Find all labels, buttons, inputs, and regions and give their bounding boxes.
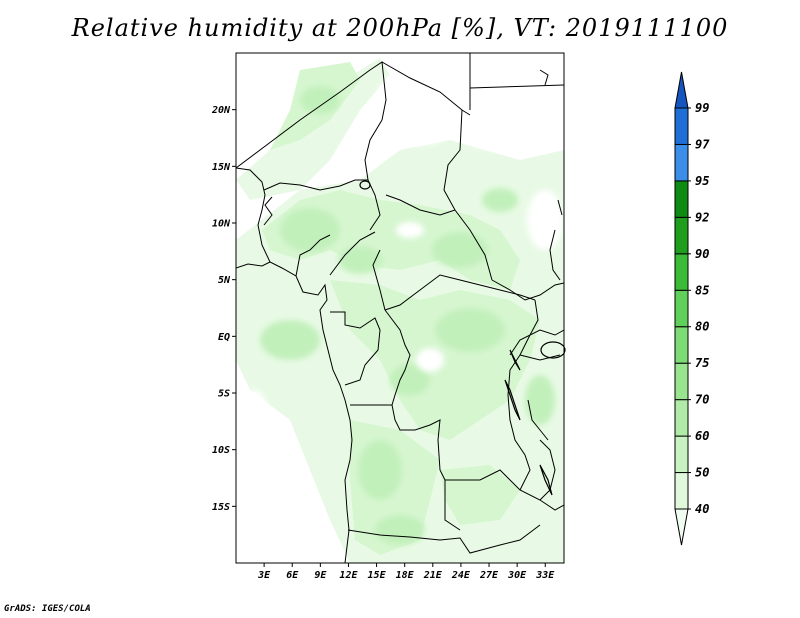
latitude-axis: 20N 15N 10N 5N EQ 5S 10S 15S	[211, 105, 236, 513]
colorbar-label: 70	[695, 393, 709, 407]
colorbar-upper-triangle	[674, 71, 689, 109]
lon-tick-label: 33E	[535, 570, 555, 581]
colorbar-label: 50	[695, 466, 709, 480]
colorbar-swatch	[674, 435, 689, 474]
colorbar-swatch	[674, 253, 689, 291]
chart-title: Relative humidity at 200hPa [%], VT: 201…	[71, 14, 729, 42]
lat-tick-label: 5S	[218, 389, 230, 400]
country-borders	[236, 53, 564, 563]
lon-tick-label: 30E	[507, 570, 527, 581]
colorbar-label: 60	[695, 429, 709, 443]
lon-tick-label: 24E	[451, 570, 471, 581]
colorbar-swatch	[674, 143, 689, 182]
dry-regions	[236, 60, 563, 530]
humidity-band-60	[260, 86, 555, 545]
colorbar-label: 97	[695, 137, 710, 151]
colorbar-swatch	[674, 472, 689, 510]
humidity-field	[236, 53, 564, 563]
lat-tick-label: EQ	[218, 332, 230, 343]
colorbar-label: 99	[695, 101, 709, 115]
lon-tick-label: 6E	[286, 570, 299, 581]
colorbar-swatch	[674, 326, 689, 364]
lon-tick-label: 18E	[396, 570, 415, 581]
colorbar-label: 90	[695, 247, 709, 261]
lat-tick-label: 15S	[212, 502, 230, 513]
colorbar-swatch	[674, 289, 689, 328]
lon-tick-label: 21E	[423, 570, 443, 581]
lon-tick-label: 12E	[339, 570, 358, 581]
grads-credit: GrADS: IGES/COLA	[4, 604, 91, 614]
lat-tick-label: 10N	[212, 219, 231, 230]
colorbar-swatch	[674, 216, 689, 255]
map-frame	[235, 52, 565, 564]
colorbar-label: 85	[695, 283, 709, 297]
lon-tick-label: 27E	[479, 570, 499, 581]
colorbar-label: 92	[695, 210, 709, 224]
colorbar-swatch	[674, 399, 689, 437]
colorbar: 40 50 60 70 75 80 85 90 92 95 97 99	[674, 71, 710, 546]
lat-tick-label: 5N	[218, 275, 231, 286]
colorbar-swatch	[674, 180, 689, 218]
colorbar-swatch	[674, 107, 689, 145]
colorbar-lower-triangle	[674, 508, 689, 546]
lon-tick-label: 15E	[368, 570, 387, 581]
colorbar-label: 95	[695, 174, 709, 188]
colorbar-label: 40	[695, 502, 709, 516]
colorbar-swatch	[674, 362, 689, 401]
lakes	[359, 180, 566, 496]
lat-tick-label: 15N	[212, 162, 231, 173]
lon-tick-label: 3E	[257, 570, 271, 581]
longitude-axis: 3E 6E 9E 12E 15E 18E 21E 24E 27E 30E 33E	[257, 563, 555, 581]
lat-tick-label: 20N	[211, 105, 231, 116]
colorbar-label: 75	[695, 356, 709, 370]
colorbar-label: 80	[695, 320, 709, 334]
lon-tick-label: 9E	[314, 570, 327, 581]
lat-tick-label: 10S	[212, 445, 230, 456]
